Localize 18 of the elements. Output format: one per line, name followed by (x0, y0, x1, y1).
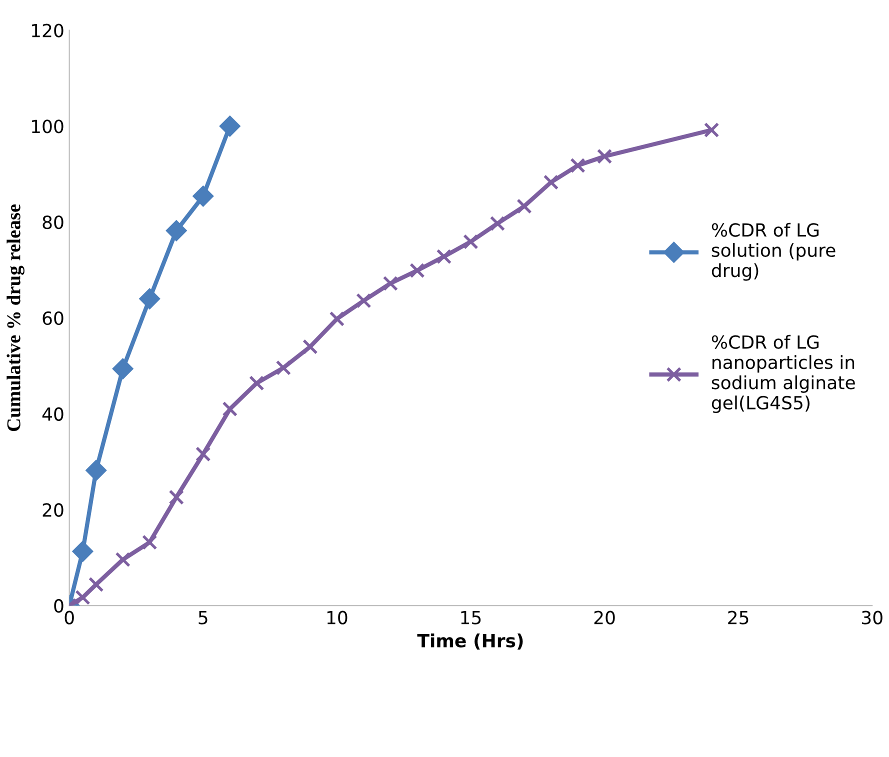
x-tick-label: 0 (64, 610, 74, 624)
y-tick-label: 120 (32, 24, 64, 38)
y-tick-label: 20 (42, 503, 64, 517)
x-tick-label: 30 (862, 610, 882, 624)
x-tick-label: 25 (728, 610, 748, 624)
y-tick-label: 80 (42, 216, 64, 230)
x-tick-label: 20 (594, 610, 615, 624)
y-tick-label: 60 (42, 311, 64, 326)
y-tick-label: 0 (54, 599, 64, 613)
y-tick-label: 100 (32, 120, 64, 134)
x-axis-title: Time (Hrs) (417, 633, 523, 650)
legend-label: %CDR of LG solution (pure drug) (712, 222, 836, 281)
x-tick-label: 10 (327, 610, 348, 624)
x-tick-label: 5 (198, 611, 208, 624)
x-tick-label: 15 (461, 611, 481, 624)
y-axis-title: Cumulative % drug release (6, 204, 24, 432)
legend-label: %CDR of LG nanoparticles in sodium alginate gel(LG4S5) (712, 334, 855, 414)
y-tick-label: 40 (42, 407, 64, 421)
